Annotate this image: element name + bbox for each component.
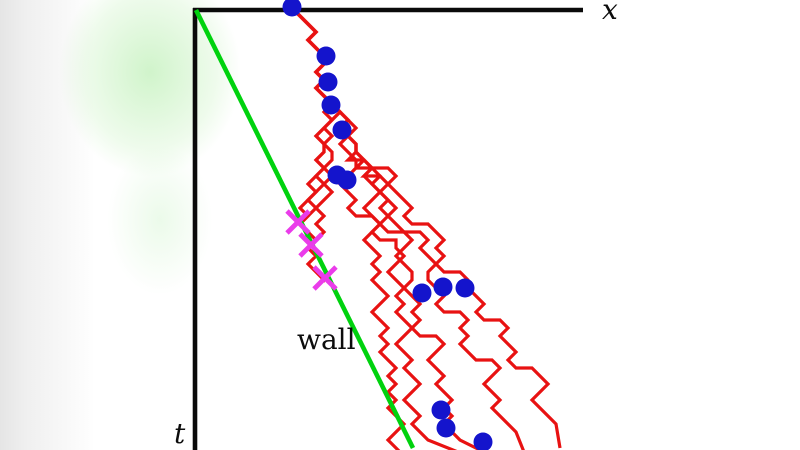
walker-dot [455,278,475,298]
red-walk-path [290,6,407,450]
absorption-cross [298,232,324,258]
absorption-cross [312,265,338,291]
x-axis-label: x [602,0,618,26]
green-glow-top-left [40,0,260,240]
walker-dot [321,95,341,115]
walker-dot [412,283,432,303]
walker-dot [332,120,352,140]
walker-dot [337,170,357,190]
green-glow-left [90,120,230,320]
walker-dot [473,432,493,450]
walker-dot [318,72,338,92]
walker-dot [282,0,302,17]
t-axis-label: t [174,417,186,450]
walker-dot [316,46,336,66]
wall-label: wall [297,323,356,356]
absorption-cross [285,209,311,235]
red-walk-path [290,6,335,227]
walker-dot [436,418,456,438]
red-walk-path [290,6,562,449]
walker-dot [433,277,453,297]
walker-dot [431,400,451,420]
